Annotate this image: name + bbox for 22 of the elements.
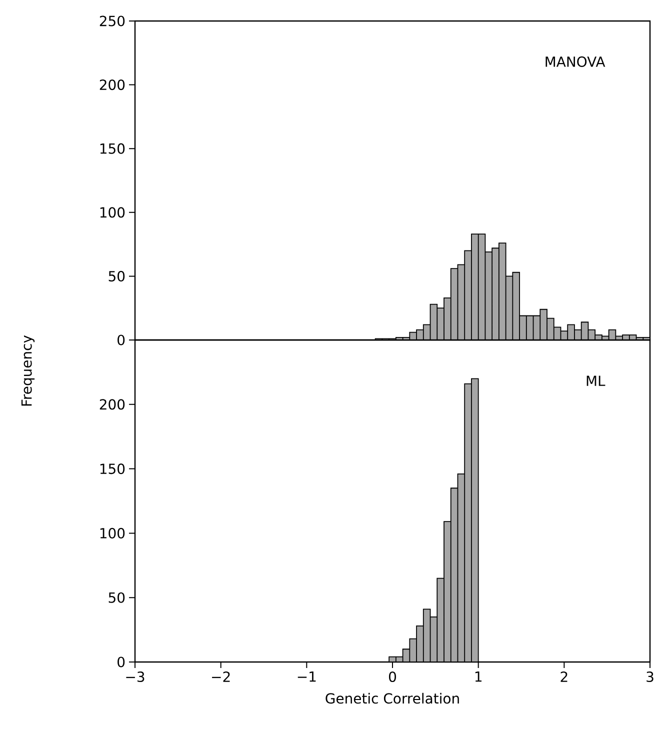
- x-tick-label: −1: [298, 671, 316, 682]
- x-tick-label: 3: [646, 671, 654, 682]
- annotation: MANOVA: [546, 56, 606, 67]
- x-tick-label: 0: [388, 671, 396, 682]
- annotation: ML: [586, 376, 606, 386]
- x-tick-label: −2: [212, 671, 230, 682]
- y-axis-title: Frequency: [21, 335, 35, 406]
- y-tick-label: 100: [100, 528, 125, 538]
- y-tick-label: 250: [100, 16, 125, 26]
- x-tick-label: −3: [126, 671, 144, 682]
- y-tick-label: 150: [100, 464, 125, 474]
- x-tick-label: 1: [475, 671, 482, 682]
- y-tick-label: 50: [108, 592, 125, 603]
- x-tick-label: 2: [560, 671, 568, 682]
- y-tick-label: 0: [118, 334, 125, 346]
- y-tick-label: 200: [100, 80, 125, 90]
- y-tick-label: 200: [100, 399, 125, 410]
- y-tick-label: 50: [108, 270, 125, 282]
- y-tick-label: 150: [100, 143, 125, 154]
- y-tick-label: 100: [100, 207, 125, 218]
- x-axis-title: Genetic Correlation: [326, 692, 459, 704]
- y-tick-label: 0: [118, 656, 125, 668]
